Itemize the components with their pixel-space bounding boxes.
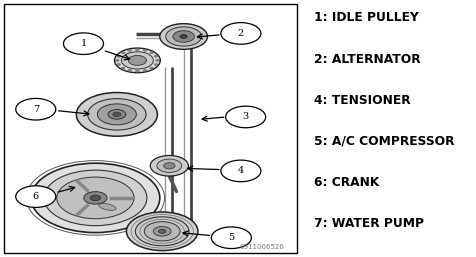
- Circle shape: [153, 226, 171, 236]
- Circle shape: [157, 159, 181, 172]
- Circle shape: [135, 49, 139, 51]
- Circle shape: [135, 70, 139, 72]
- Circle shape: [121, 52, 125, 54]
- Circle shape: [225, 106, 265, 128]
- Circle shape: [115, 59, 119, 61]
- Circle shape: [149, 52, 153, 54]
- FancyBboxPatch shape: [4, 4, 297, 253]
- Circle shape: [211, 227, 251, 249]
- Circle shape: [128, 69, 131, 71]
- Circle shape: [44, 170, 147, 226]
- Circle shape: [114, 48, 160, 73]
- Circle shape: [166, 27, 201, 46]
- Text: 6: CRANK: 6: CRANK: [313, 176, 378, 189]
- Circle shape: [220, 23, 260, 44]
- Circle shape: [63, 33, 103, 54]
- Circle shape: [16, 98, 56, 120]
- Circle shape: [154, 63, 158, 66]
- Text: 7: 7: [32, 105, 39, 114]
- Text: 2: 2: [237, 29, 244, 38]
- Circle shape: [154, 55, 158, 57]
- Circle shape: [172, 31, 194, 42]
- Circle shape: [84, 192, 107, 204]
- Circle shape: [143, 49, 147, 51]
- Circle shape: [112, 112, 121, 117]
- Text: 2: ALTERNATOR: 2: ALTERNATOR: [313, 53, 420, 66]
- Text: 4: TENSIONER: 4: TENSIONER: [313, 94, 410, 107]
- Circle shape: [135, 217, 188, 246]
- Circle shape: [144, 222, 179, 241]
- Circle shape: [220, 160, 260, 182]
- Circle shape: [128, 49, 131, 51]
- Circle shape: [117, 55, 120, 57]
- Circle shape: [163, 163, 175, 169]
- Circle shape: [117, 63, 120, 66]
- Text: 7: WATER PUMP: 7: WATER PUMP: [313, 217, 423, 230]
- Circle shape: [150, 155, 188, 176]
- Circle shape: [180, 34, 187, 39]
- Circle shape: [126, 212, 198, 251]
- Circle shape: [57, 177, 134, 219]
- Circle shape: [108, 109, 126, 119]
- Circle shape: [76, 93, 157, 136]
- Ellipse shape: [99, 203, 116, 210]
- Circle shape: [31, 163, 159, 233]
- Circle shape: [143, 69, 147, 71]
- Circle shape: [149, 67, 153, 69]
- Circle shape: [159, 24, 207, 49]
- Circle shape: [158, 229, 165, 233]
- Circle shape: [128, 56, 146, 65]
- Text: 5: A/C COMPRESSOR: 5: A/C COMPRESSOR: [313, 135, 454, 148]
- Circle shape: [155, 59, 159, 61]
- Text: 1: IDLE PULLEY: 1: IDLE PULLEY: [313, 12, 418, 24]
- Circle shape: [88, 99, 146, 130]
- Text: 1: 1: [80, 39, 87, 48]
- Text: 0911006526: 0911006526: [238, 244, 283, 250]
- Circle shape: [97, 104, 136, 125]
- Circle shape: [90, 195, 100, 201]
- Text: 3: 3: [242, 112, 248, 122]
- Text: 6: 6: [33, 192, 39, 201]
- Circle shape: [16, 186, 56, 207]
- Circle shape: [121, 67, 125, 69]
- Text: 4: 4: [237, 166, 244, 176]
- Text: 5: 5: [228, 233, 234, 242]
- Circle shape: [121, 52, 153, 69]
